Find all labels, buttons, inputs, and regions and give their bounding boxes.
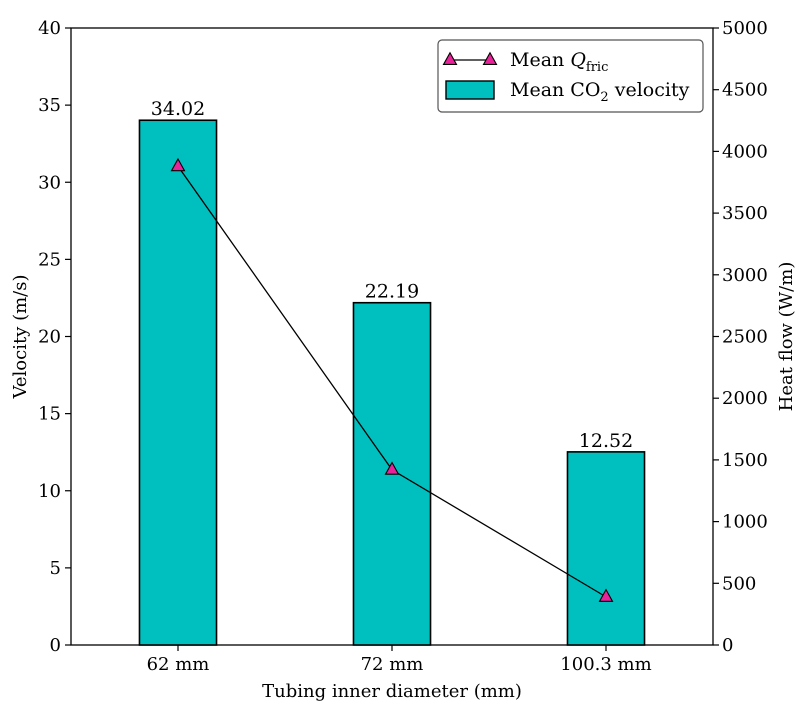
right-tick-label: 3000	[722, 265, 768, 286]
bar-3	[566, 451, 646, 646]
x-tick-label: 72 mm	[361, 654, 424, 675]
left-tick-label: 15	[38, 404, 61, 425]
left-tick-label: 0	[50, 635, 61, 656]
qfric-marker-1	[170, 157, 186, 172]
right-tick-label: 3500	[722, 203, 768, 224]
legend-label-qfric: Mean Qfric	[510, 49, 608, 75]
right-tick-label: 500	[722, 573, 756, 594]
legend-label-velocity: Mean CO2 velocity	[510, 79, 690, 105]
legend: Mean Qfric Mean CO2 velocity	[437, 39, 704, 113]
bar-value-label-3: 12.52	[579, 430, 633, 452]
right-tick-label: 2500	[722, 327, 768, 348]
right-tick-label: 4500	[722, 80, 768, 101]
right-tick-label: 2000	[722, 388, 768, 409]
left-tick-label: 40	[38, 18, 61, 39]
x-axis: 62 mm 72 mm 100.3 mm	[147, 645, 652, 675]
x-tick-label: 62 mm	[147, 654, 210, 675]
legend-box	[437, 39, 704, 113]
bar-value-labels: 34.02 22.19 12.52	[151, 98, 633, 452]
qfric-marker-2	[384, 461, 400, 475]
right-tick-label: 0	[722, 635, 733, 656]
bar-1	[138, 119, 218, 646]
right-axis: 0 500 1000 1500 2000 2500 3000 3500 4000 4500 5000	[713, 18, 768, 656]
left-axis: 0 5 10 15 20 25 30 35 40	[38, 18, 71, 656]
left-axis-title: Velocity (m/s)	[10, 275, 31, 400]
bar-value-label-2: 22.19	[365, 281, 419, 303]
left-tick-label: 35	[38, 95, 61, 116]
right-axis-title: Heat flow (W/m)	[776, 262, 797, 412]
bars	[138, 119, 646, 646]
x-axis-title: Tubing inner diameter (mm)	[262, 681, 522, 702]
left-tick-label: 20	[38, 327, 61, 348]
right-tick-label: 1000	[722, 512, 768, 533]
right-tick-label: 4000	[722, 141, 768, 162]
plot-area: 34.02 22.19 12.52	[70, 27, 714, 646]
left-tick-label: 30	[38, 172, 61, 193]
left-tick-label: 5	[50, 558, 61, 579]
left-tick-label: 10	[38, 481, 61, 502]
left-tick-label: 25	[38, 249, 61, 270]
legend-marker-right	[482, 51, 498, 65]
right-tick-label: 5000	[722, 18, 768, 39]
bar-value-label-1: 34.02	[151, 98, 205, 120]
qfric-marker-3	[598, 588, 614, 602]
x-tick-label: 100.3 mm	[560, 654, 651, 675]
right-tick-label: 1500	[722, 450, 768, 471]
qfric-line-layer	[170, 157, 614, 602]
legend-marker-left	[442, 51, 458, 65]
legend-bar-swatch	[445, 80, 495, 100]
